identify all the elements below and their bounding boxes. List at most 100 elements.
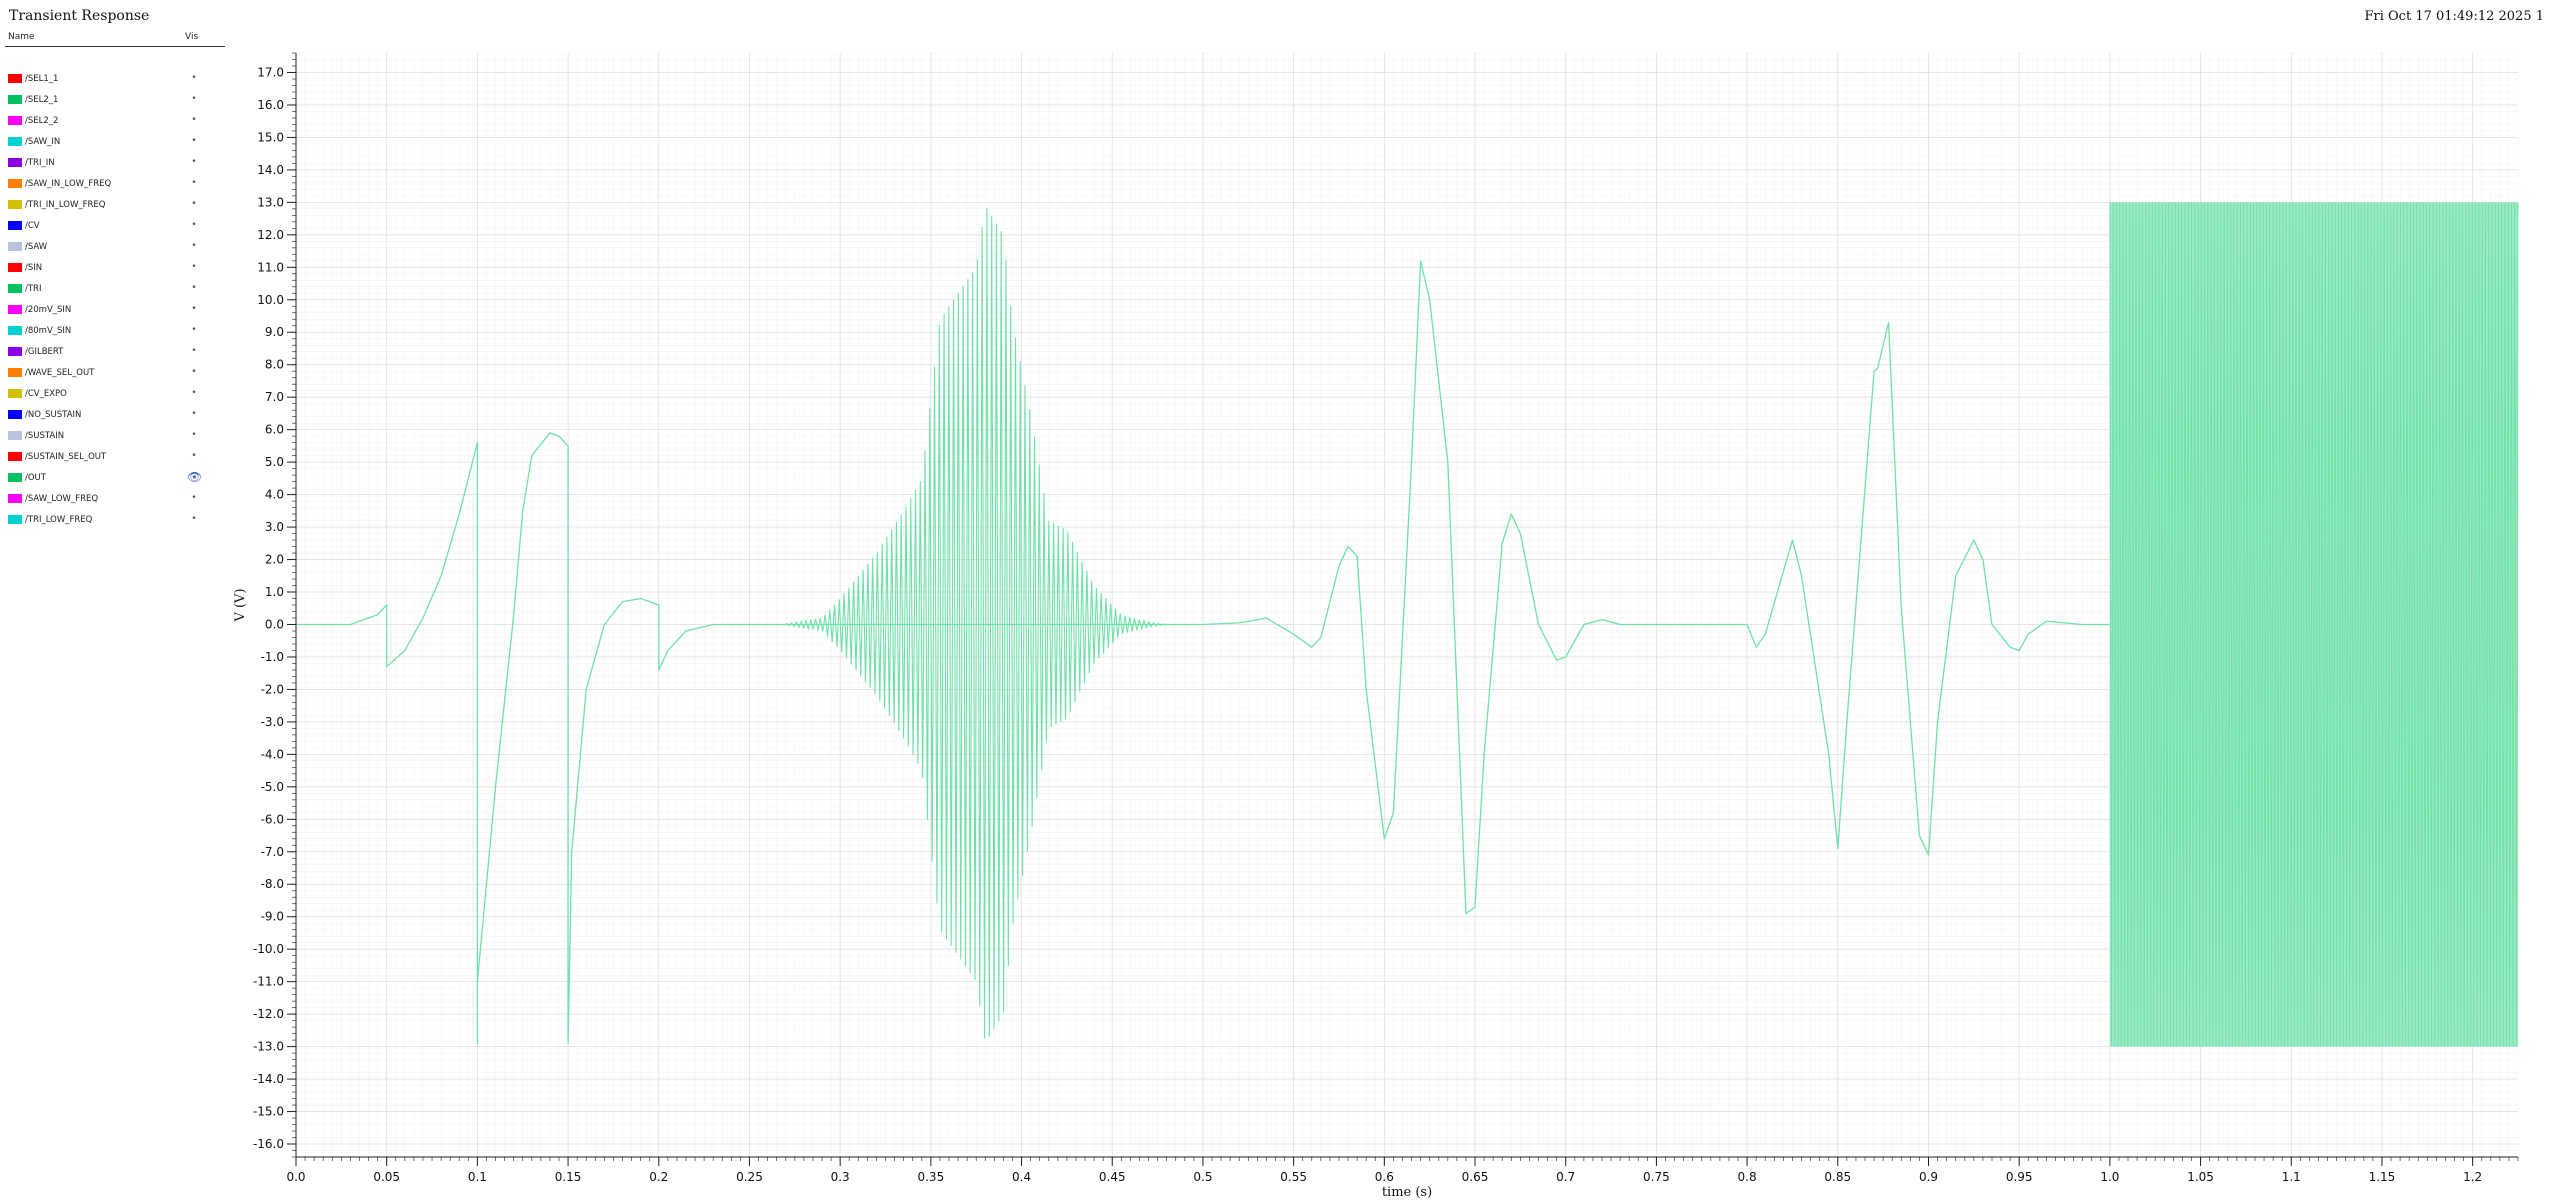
y-tick-label: 6.0: [265, 423, 284, 437]
legend-item[interactable]: /CV_EXPO •: [5, 386, 225, 407]
x-tick-label: 0.8: [1738, 1170, 1757, 1184]
legend-item[interactable]: /SUSTAIN_SEL_OUT •: [5, 449, 225, 470]
legend-item[interactable]: /SAW_IN_LOW_FREQ •: [5, 176, 225, 197]
legend-swatch: [8, 242, 22, 251]
y-tick-label: 15.0: [257, 130, 284, 144]
y-tick-label: -6.0: [261, 812, 284, 826]
y-tick-label: 16.0: [257, 98, 284, 112]
visibility-dot-icon[interactable]: •: [191, 241, 197, 251]
legend-item[interactable]: /OUT 👁: [5, 470, 225, 491]
legend-swatch: [8, 221, 22, 230]
legend-item[interactable]: /SAW •: [5, 239, 225, 260]
legend-swatch: [8, 326, 22, 335]
legend-label: /TRI_IN: [25, 158, 55, 168]
window-title: Transient Response: [9, 8, 150, 24]
legend-item[interactable]: /CV •: [5, 218, 225, 239]
x-axis-ticks: 0.0 0.05 0.1 0.15 0.2 0.25 0.3 0.35 0.4 0.45 0.5 0.…: [286, 1157, 2482, 1184]
legend-item[interactable]: /SUSTAIN •: [5, 428, 225, 449]
visibility-dot-icon[interactable]: •: [191, 388, 197, 398]
visibility-dot-icon[interactable]: •: [191, 115, 197, 125]
legend-item[interactable]: /SIN •: [5, 260, 225, 281]
visibility-dot-icon[interactable]: •: [191, 220, 197, 230]
visibility-dot-icon[interactable]: •: [191, 304, 197, 314]
legend-item[interactable]: /GILBERT •: [5, 344, 225, 365]
y-tick-label: -16.0: [253, 1137, 284, 1151]
legend-swatch: [8, 179, 22, 188]
legend-label: /TRI_LOW_FREQ: [25, 515, 93, 525]
x-tick-label: 1.2: [2463, 1170, 2482, 1184]
y-tick-label: -10.0: [253, 942, 284, 956]
x-tick-label: 1.15: [2369, 1170, 2396, 1184]
legend-label: /NO_SUSTAIN: [25, 410, 82, 420]
legend-item[interactable]: /SEL1_1 •: [5, 71, 225, 92]
x-tick-label: 0.45: [1099, 1170, 1126, 1184]
legend-header-vis[interactable]: Vis: [185, 32, 199, 42]
x-axis-label: time (s): [1382, 1185, 1432, 1200]
x-tick-label: 0.3: [831, 1170, 850, 1184]
legend-item[interactable]: /20mV_SIN •: [5, 302, 225, 323]
y-tick-label: -8.0: [261, 877, 284, 891]
legend-item[interactable]: /SEL2_2 •: [5, 113, 225, 134]
y-tick-label: 1.0: [265, 585, 284, 599]
y-tick-label: 3.0: [265, 520, 284, 534]
visibility-dot-icon[interactable]: •: [191, 283, 197, 293]
out-burst-trace: [785, 208, 1167, 1039]
legend-label: /SEL2_1: [25, 95, 59, 105]
x-tick-label: 0.65: [1462, 1170, 1489, 1184]
legend-item[interactable]: /TRI •: [5, 281, 225, 302]
legend-item[interactable]: /TRI_IN •: [5, 155, 225, 176]
legend-label: /20mV_SIN: [25, 305, 72, 315]
visibility-dot-icon[interactable]: •: [191, 409, 197, 419]
legend-item[interactable]: /SAW_LOW_FREQ •: [5, 491, 225, 512]
x-tick-label: 0.1: [468, 1170, 487, 1184]
legend-label: /TRI_IN_LOW_FREQ: [25, 200, 106, 210]
legend-swatch: [8, 368, 22, 377]
legend-swatch: [8, 158, 22, 167]
x-tick-label: 0.4: [1012, 1170, 1031, 1184]
y-tick-label: -12.0: [253, 1007, 284, 1021]
visibility-dot-icon[interactable]: •: [191, 157, 197, 167]
visibility-dot-icon[interactable]: •: [191, 514, 197, 524]
legend-swatch: [8, 200, 22, 209]
visibility-dot-icon[interactable]: •: [191, 73, 197, 83]
x-tick-label: 0.2: [649, 1170, 668, 1184]
visibility-dot-icon[interactable]: •: [191, 346, 197, 356]
legend-item[interactable]: /SEL2_1 •: [5, 92, 225, 113]
legend-item[interactable]: /TRI_IN_LOW_FREQ •: [5, 197, 225, 218]
visibility-dot-icon[interactable]: •: [191, 262, 197, 272]
visibility-dot-icon[interactable]: •: [191, 451, 197, 461]
legend-header-name[interactable]: Name: [8, 32, 35, 42]
x-tick-label: 0.95: [2006, 1170, 2033, 1184]
legend-swatch: [8, 263, 22, 272]
legend-item[interactable]: /SAW_IN •: [5, 134, 225, 155]
legend-item[interactable]: /NO_SUSTAIN •: [5, 407, 225, 428]
visibility-dot-icon[interactable]: •: [191, 493, 197, 503]
y-tick-label: 9.0: [265, 325, 284, 339]
legend-label: /SUSTAIN_SEL_OUT: [25, 452, 107, 462]
visibility-dot-icon[interactable]: •: [191, 199, 197, 209]
visibility-dot-icon[interactable]: •: [191, 178, 197, 188]
x-tick-label: 0.05: [373, 1170, 400, 1184]
visibility-dot-icon[interactable]: •: [191, 430, 197, 440]
legend-swatch: [8, 515, 22, 524]
y-tick-label: 7.0: [265, 390, 284, 404]
visibility-dot-icon[interactable]: •: [191, 136, 197, 146]
legend-item[interactable]: /WAVE_SEL_OUT •: [5, 365, 225, 386]
x-tick-label: 0.15: [555, 1170, 582, 1184]
visibility-dot-icon[interactable]: •: [191, 94, 197, 104]
y-tick-label: 17.0: [257, 65, 284, 79]
y-tick-label: 0.0: [265, 617, 284, 631]
legend-item[interactable]: /TRI_LOW_FREQ •: [5, 512, 225, 533]
legend-label: /CV: [25, 221, 40, 231]
legend-label: /CV_EXPO: [25, 389, 67, 399]
legend-swatch: [8, 305, 22, 314]
visibility-dot-icon[interactable]: •: [191, 367, 197, 377]
out-dense-trace: [2109, 202, 2519, 1047]
legend-swatch: [8, 494, 22, 503]
x-tick-label: 0.75: [1643, 1170, 1670, 1184]
legend-swatch: [8, 137, 22, 146]
visibility-dot-icon[interactable]: •: [191, 325, 197, 335]
y-tick-label: 5.0: [265, 455, 284, 469]
legend-item[interactable]: /80mV_SIN •: [5, 323, 225, 344]
